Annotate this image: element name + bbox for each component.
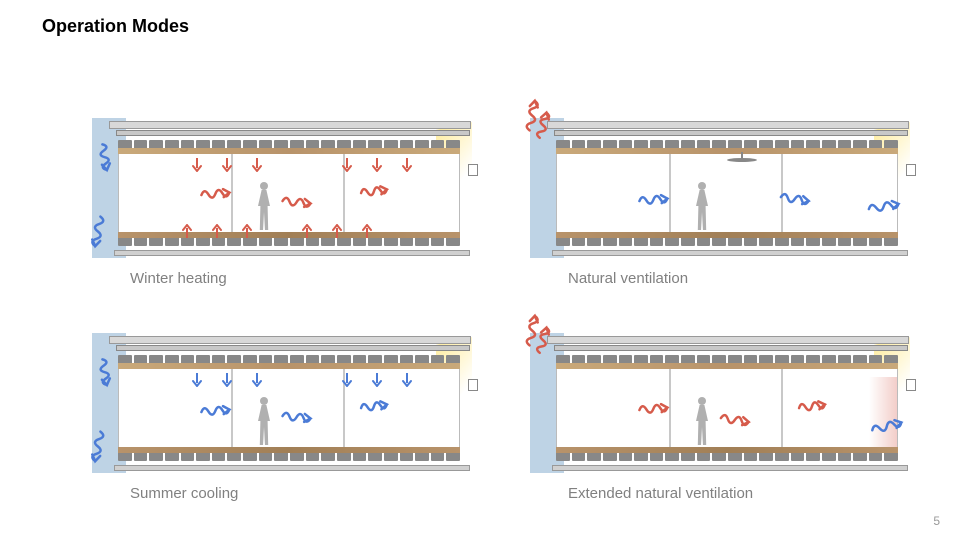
panel-grid: Winter heating Natural ventilation: [92, 108, 906, 502]
control-unit: [906, 379, 916, 391]
interior-partition: [669, 154, 671, 232]
room-interior: [556, 369, 898, 447]
floor-beams: [116, 453, 462, 465]
room-interior: [556, 154, 898, 232]
room-interior: [118, 369, 460, 447]
floor-beams: [116, 238, 462, 250]
occupant-silhouette: [255, 182, 273, 232]
ceiling-beams: [554, 136, 900, 148]
ceiling-fan: [727, 158, 757, 168]
floor-slab: [552, 250, 908, 256]
interior-partition: [669, 369, 671, 447]
page-title: Operation Modes: [42, 16, 189, 37]
panel-summer-cooling: Summer cooling: [92, 323, 470, 502]
panel-natural-ventilation: Natural ventilation: [530, 108, 908, 287]
interior-partition: [231, 154, 233, 232]
interior-partition: [231, 369, 233, 447]
caption-summer-cooling: Summer cooling: [130, 485, 470, 502]
caption-natural-ventilation: Natural ventilation: [568, 270, 908, 287]
control-unit: [906, 164, 916, 176]
ceiling-beams: [554, 351, 900, 363]
floor-beams: [554, 453, 900, 465]
floor-slab: [114, 250, 470, 256]
interior-partition: [343, 369, 345, 447]
interior-partition: [781, 369, 783, 447]
occupant-silhouette: [693, 397, 711, 447]
interior-partition: [343, 154, 345, 232]
floor-slab: [114, 465, 470, 471]
ceiling-beams: [116, 351, 462, 363]
panel-extended-natural-ventilation: Extended natural ventilation: [530, 323, 908, 502]
diagram-natural-ventilation: [530, 108, 908, 258]
occupant-silhouette: [693, 182, 711, 232]
diagram-summer-cooling: [92, 323, 470, 473]
panel-winter-heating: Winter heating: [92, 108, 470, 287]
floor-slab: [552, 465, 908, 471]
caption-extended-natural-ventilation: Extended natural ventilation: [568, 485, 908, 502]
control-unit: [468, 164, 478, 176]
radiant-panel: [869, 377, 897, 447]
caption-winter-heating: Winter heating: [130, 270, 470, 287]
occupant-silhouette: [255, 397, 273, 447]
diagram-winter-heating: [92, 108, 470, 258]
diagram-extended-natural-ventilation: [530, 323, 908, 473]
interior-partition: [781, 154, 783, 232]
room-interior: [118, 154, 460, 232]
control-unit: [468, 379, 478, 391]
floor-beams: [554, 238, 900, 250]
page-number: 5: [933, 514, 940, 528]
ceiling-beams: [116, 136, 462, 148]
